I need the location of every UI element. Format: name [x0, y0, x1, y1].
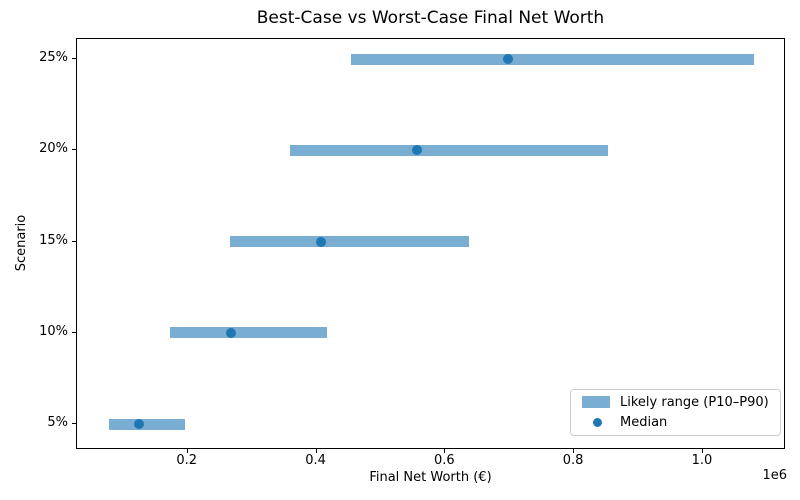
y-tick-label: 10%	[39, 323, 68, 339]
legend-median-swatch-cell	[582, 418, 620, 428]
y-tick-label: 25%	[39, 50, 68, 65]
median-dot	[412, 145, 422, 156]
x-axis-label: Final Net Worth (€)	[369, 470, 492, 485]
x-tick	[701, 449, 703, 453]
median-dot-swatch-icon	[593, 418, 602, 428]
range-bar	[109, 418, 185, 430]
x-tick-label: 0.6	[434, 453, 455, 468]
range-bar	[290, 144, 608, 156]
y-tick-label: 15%	[39, 232, 68, 248]
x-axis-offset-text: 1e6	[762, 468, 787, 483]
legend-range-swatch-cell	[582, 396, 620, 409]
y-tick-label: 5%	[47, 415, 68, 430]
x-tick	[444, 449, 446, 453]
x-tick-label: 0.4	[305, 453, 326, 468]
legend-label-median: Median	[620, 415, 668, 431]
y-tick-label: 20%	[39, 141, 68, 157]
median-dot	[133, 419, 144, 429]
y-tick	[72, 149, 76, 151]
y-tick	[72, 58, 76, 59]
legend-entry-range: Likely range (P10–P90)	[577, 392, 774, 412]
legend-entry-median: Median	[577, 413, 774, 433]
x-tick-label: 0.8	[562, 453, 584, 468]
range-bar	[229, 236, 470, 247]
range-bar	[351, 53, 754, 65]
x-tick	[186, 449, 188, 453]
y-tick	[72, 331, 76, 333]
median-dot	[225, 327, 236, 338]
plot-area	[76, 38, 785, 449]
x-tick	[573, 449, 575, 453]
x-tick	[315, 449, 317, 453]
median-dot	[503, 54, 514, 64]
chart-title: Best-Case vs Worst-Case Final Net Worth	[256, 8, 605, 28]
x-tick-label: 0.2	[176, 453, 198, 468]
range-bar	[169, 327, 328, 339]
legend: Likely range (P10–P90) Median	[570, 389, 781, 436]
x-tick-label: 1.0	[691, 453, 713, 468]
range-bar-swatch-icon	[582, 396, 610, 409]
y-tick	[72, 240, 76, 242]
median-dot	[316, 236, 327, 247]
legend-label-range: Likely range (P10–P90)	[620, 394, 769, 410]
y-tick	[72, 423, 76, 424]
